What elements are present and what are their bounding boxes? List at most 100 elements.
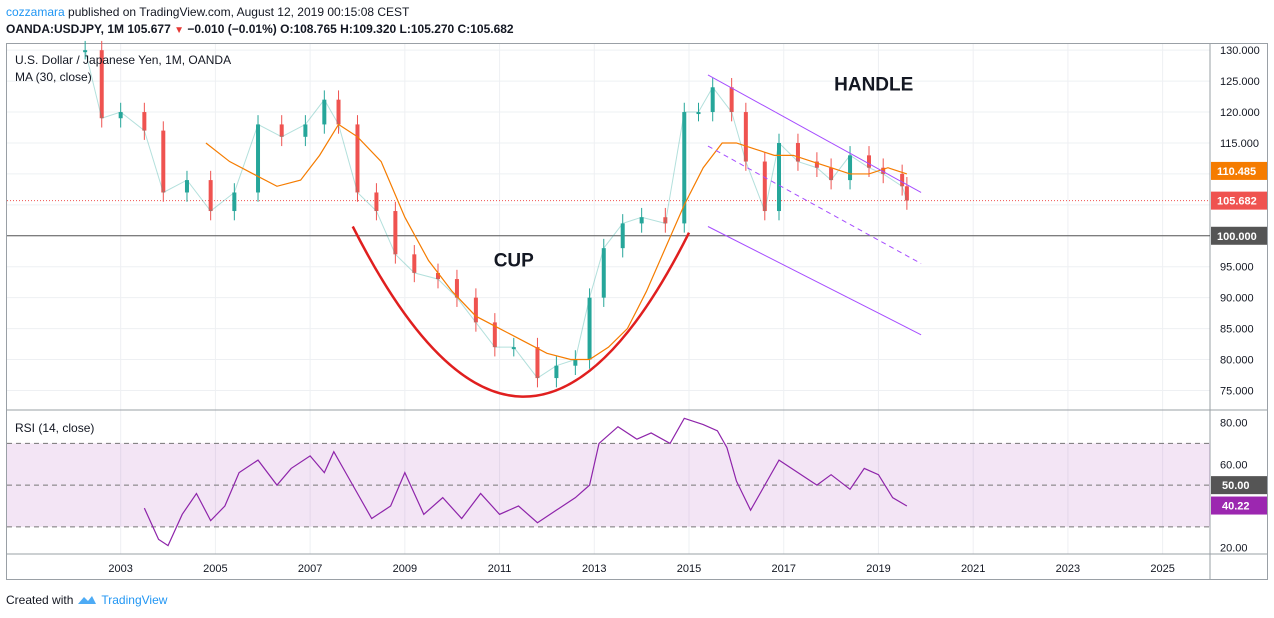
candle-body	[601, 248, 606, 298]
rsi-tick-label: 80.00	[1220, 418, 1248, 430]
rsi-title: RSI (14, close)	[15, 421, 94, 435]
candle-body	[473, 297, 478, 323]
candle-body	[777, 142, 782, 212]
price-tick-label: 75.000	[1220, 385, 1254, 397]
candle-body	[412, 254, 417, 273]
rsi-tick-label: 60.00	[1220, 459, 1248, 471]
handle-label: HANDLE	[834, 74, 913, 95]
price-tick-label: 115.000	[1220, 138, 1259, 150]
handle-mid-line	[707, 145, 922, 265]
time-tick-label: 2023	[1056, 563, 1080, 575]
time-tick-label: 2015	[677, 563, 701, 575]
ma-indicator-label: MA (30, close)	[15, 70, 92, 84]
candle-body	[743, 112, 748, 162]
candle-body	[142, 112, 147, 131]
price-tick-label: 120.000	[1220, 107, 1260, 119]
candle-body	[303, 124, 308, 137]
rsi-tick-label: 20.00	[1220, 543, 1248, 555]
created-with-label: Created with	[6, 593, 74, 607]
tradingview-logo-icon	[78, 596, 97, 604]
rsi-current-marker	[1211, 496, 1267, 515]
price-tick-label: 130.000	[1220, 45, 1260, 57]
time-tick-label: 2005	[203, 563, 227, 575]
candle-body	[208, 180, 213, 212]
candle-body	[355, 124, 360, 193]
candle-body	[184, 180, 189, 193]
candle-body	[900, 173, 905, 187]
time-tick-label: 2025	[1150, 563, 1174, 575]
chart-title: U.S. Dollar / Japanese Yen, 1M, OANDA	[15, 53, 231, 67]
candle-body	[256, 124, 261, 193]
price-tick-label: 80.000	[1220, 355, 1254, 367]
cup-label: CUP	[494, 251, 534, 272]
down-arrow-icon: ▼	[174, 25, 185, 36]
rsi-mid-marker-label: 50.00	[1222, 480, 1250, 492]
candle-body	[393, 211, 398, 255]
price-change: −0.010 (−0.01%)	[187, 22, 277, 36]
candle-body	[83, 50, 88, 53]
price-marker-label: 105.682	[1217, 196, 1257, 208]
candle-body	[814, 161, 819, 168]
rsi-line	[143, 417, 908, 547]
time-tick-label: 2019	[866, 563, 890, 575]
time-tick-label: 2009	[393, 563, 417, 575]
candle-body	[232, 192, 237, 212]
candle-body	[99, 50, 104, 119]
time-tick-label: 2017	[771, 563, 795, 575]
tradingview-link[interactable]: TradingView	[101, 593, 168, 607]
price-marker	[1211, 191, 1267, 210]
candle-body	[511, 347, 516, 350]
candle-body	[639, 217, 644, 224]
candle-body	[729, 87, 734, 113]
candle-body	[881, 167, 886, 174]
price-tick-label: 90.000	[1220, 293, 1254, 305]
candle-body	[118, 112, 123, 119]
price-marker	[1211, 161, 1267, 180]
price-tick-label: 125.000	[1220, 76, 1260, 88]
chart-frame	[6, 43, 1268, 580]
candle-body	[762, 161, 767, 212]
candle-body	[573, 359, 578, 366]
author-link[interactable]: cozzamara	[6, 5, 65, 19]
candle-body	[795, 142, 800, 162]
candle-body	[454, 279, 459, 298]
candle-body	[435, 272, 440, 280]
rsi-mid-marker	[1211, 476, 1267, 495]
candle-body	[492, 322, 497, 348]
time-tick-label: 2013	[582, 563, 606, 575]
candle-body	[374, 192, 379, 212]
candle-body	[587, 297, 592, 360]
last-price: 105.677	[127, 22, 171, 36]
publish-text: published on TradingView.com, August 12,…	[68, 5, 410, 19]
cup-curve	[351, 225, 691, 398]
publish-line: cozzamara published on TradingView.com, …	[6, 5, 409, 19]
candle-body	[696, 112, 701, 115]
ohlc-values: O:108.765 H:109.320 L:105.270 C:105.682	[280, 22, 514, 36]
price-marker	[1211, 226, 1267, 245]
rsi-current-marker-label: 40.22	[1222, 501, 1250, 513]
symbol-label: OANDA:USDJPY, 1M	[6, 22, 125, 36]
candle-body	[554, 365, 559, 379]
price-marker-label: 110.485	[1217, 166, 1256, 178]
candle-body	[682, 112, 687, 224]
price-marker-label: 100.000	[1217, 231, 1257, 243]
candle-body	[336, 99, 341, 125]
quote-line: OANDA:USDJPY, 1M 105.677 ▼ −0.010 (−0.01…	[6, 22, 514, 36]
handle-upper-line	[707, 74, 922, 193]
candle-body	[904, 186, 909, 201]
ma-line	[205, 123, 908, 361]
price-tick-label: 95.000	[1220, 262, 1254, 274]
candle-body	[535, 347, 540, 379]
candle-body	[710, 87, 715, 113]
candle-body	[866, 155, 871, 168]
candle-body	[161, 130, 166, 193]
candle-body	[848, 155, 853, 181]
time-tick-label: 2021	[961, 563, 985, 575]
time-tick-label: 2007	[298, 563, 322, 575]
candle-body	[279, 124, 284, 137]
time-tick-label: 2011	[488, 563, 512, 575]
price-tick-label: 85.000	[1220, 324, 1254, 336]
time-tick-label: 2003	[108, 563, 132, 575]
candle-body	[620, 223, 625, 249]
